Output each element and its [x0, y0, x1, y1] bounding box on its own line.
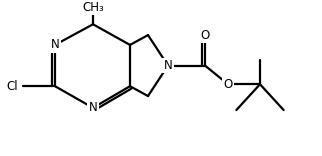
- Text: N: N: [51, 38, 59, 51]
- Text: Cl: Cl: [6, 80, 18, 93]
- Text: N: N: [164, 59, 172, 72]
- Text: CH₃: CH₃: [82, 1, 104, 14]
- Text: N: N: [89, 101, 97, 114]
- Text: O: O: [200, 29, 210, 42]
- Text: O: O: [223, 78, 232, 91]
